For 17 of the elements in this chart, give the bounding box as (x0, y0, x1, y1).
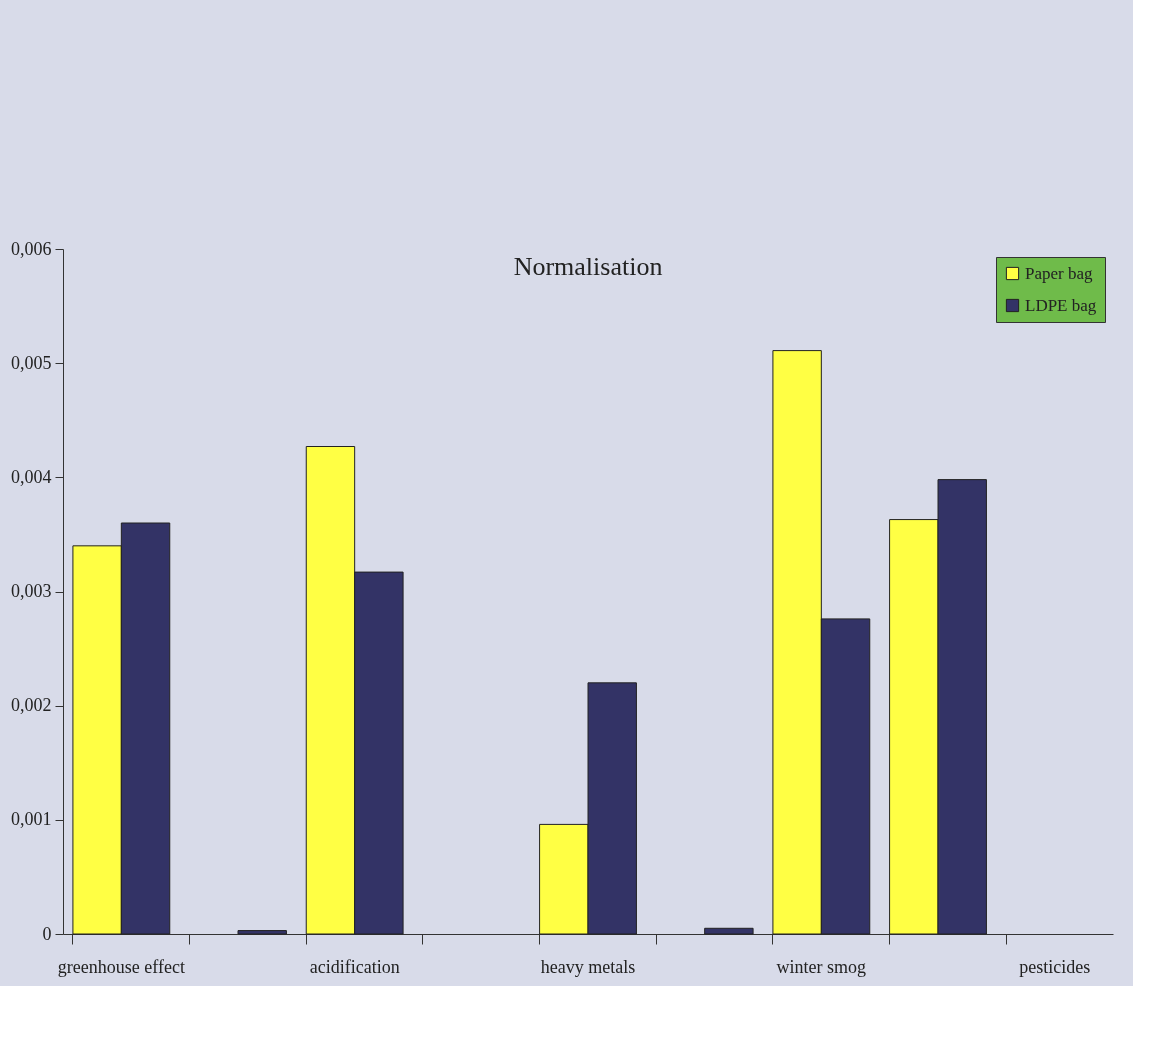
x-tick-label: acidification (309, 956, 400, 977)
y-tick-label: 0,003 (11, 581, 52, 601)
y-tick-label: 0,006 (11, 238, 52, 259)
x-tick-label: heavy metals (540, 956, 636, 977)
x-tick-label: pesticides (1019, 956, 1091, 977)
legend-label: LDPE bag (1025, 295, 1097, 315)
bar (704, 927, 754, 935)
y-tick-label: 0,005 (11, 352, 52, 373)
legend-label: Paper bag (1025, 263, 1093, 283)
chart-title: Normalisation (513, 252, 663, 281)
bar (237, 930, 287, 935)
y-tick-label: 0,001 (11, 809, 52, 830)
y-tick-label: 0,002 (11, 695, 52, 716)
y-tick-label: 0 (42, 923, 52, 944)
x-tick-label: greenhouse effect (57, 956, 185, 977)
x-tick-label: winter smog (776, 956, 867, 977)
y-tick-label: 0,004 (11, 466, 52, 487)
